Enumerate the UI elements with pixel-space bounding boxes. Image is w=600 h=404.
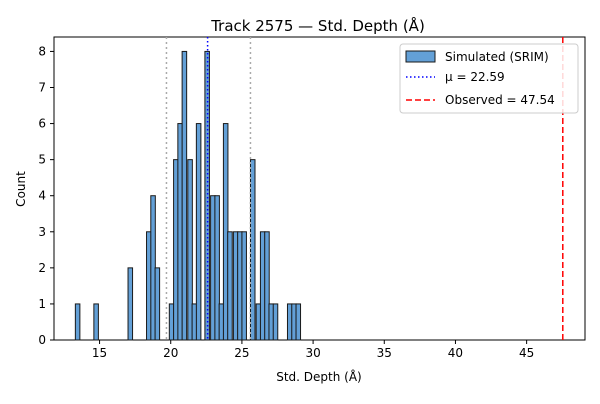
y-tick-label: 0 [38,333,46,347]
histogram-bar [241,231,247,341]
histogram-bar [93,303,99,341]
y-axis-label: Count [14,171,28,207]
histogram-bar [227,231,233,341]
x-tick-label: 25 [234,346,249,360]
x-tick-label: 30 [305,346,320,360]
legend-label-observed: Observed = 47.54 [445,93,555,107]
y-tick-label: 7 [38,81,46,95]
x-tick-label: 45 [519,346,534,360]
histogram-bars [74,50,302,341]
plot-frame [53,36,586,341]
chart-title: Track 2575 — Std. Depth (Å) [210,16,425,35]
histogram-bar [154,267,161,341]
histogram-bar [214,195,220,341]
histogram-bar [74,303,81,341]
legend-frame [399,43,579,114]
y-tick-label: 8 [38,44,46,58]
legend-label-simulated: Simulated (SRIM) [445,50,549,64]
x-tick-label: 40 [448,346,463,360]
y-tick-label: 6 [38,117,46,131]
x-tick-label: 15 [92,346,107,360]
histogram-bar [195,123,202,341]
histogram-bar [249,159,256,341]
histogram-bar [181,50,188,341]
y-tick-label: 4 [38,189,46,203]
x-tick-label: 35 [377,346,392,360]
y-tick-label: 1 [38,297,46,311]
histogram-bar [272,303,279,341]
y-tick-label: 5 [38,153,46,167]
legend: Simulated (SRIM) μ = 22.59 Observed = 47… [399,43,579,114]
x-tick-label: 20 [163,346,178,360]
x-axis-label: Std. Depth (Å) [276,369,362,384]
y-tick-label: 3 [38,225,46,239]
x-axis: 15 20 25 30 35 40 45 [92,340,534,360]
legend-label-mean: μ = 22.59 [445,70,505,84]
histogram-bar [204,50,210,341]
y-axis: 0 1 2 3 4 5 6 7 8 [38,44,54,347]
histogram-bar [127,267,134,341]
legend-swatch-simulated [405,50,436,63]
histogram-bar [295,303,302,341]
histogram-bar [187,159,193,341]
y-tick-label: 2 [38,261,46,275]
histogram-bar [264,231,270,341]
